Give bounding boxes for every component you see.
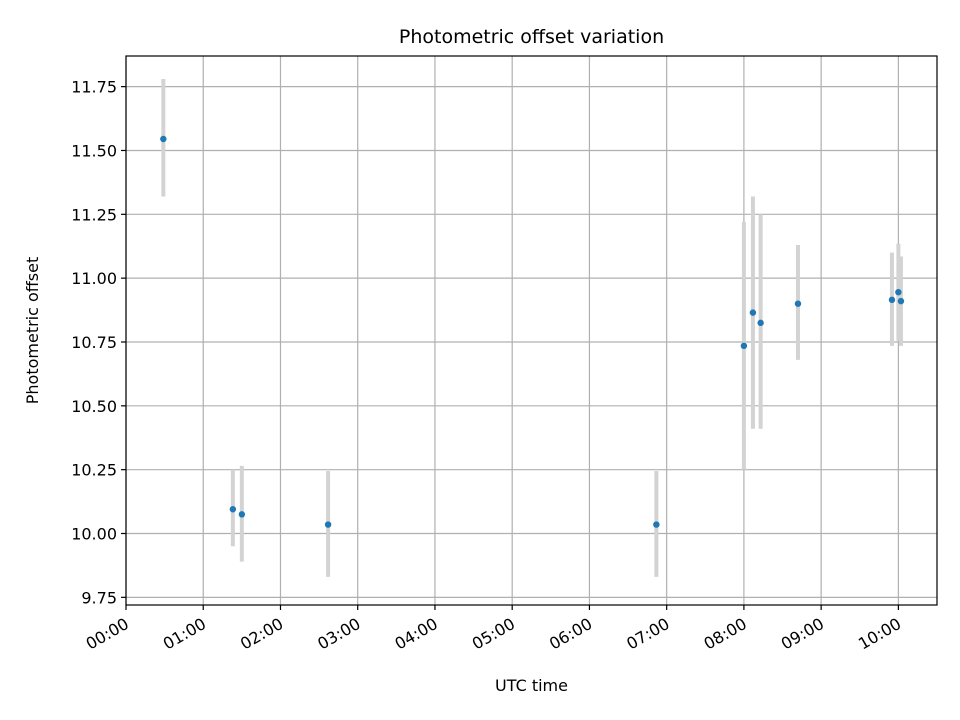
y-tick-label: 11.25 xyxy=(71,205,117,224)
y-tick-label: 10.50 xyxy=(71,397,117,416)
data-point xyxy=(757,319,764,327)
y-tick-label: 9.75 xyxy=(81,588,117,607)
y-axis-label: Photometric offset xyxy=(23,257,42,405)
chart-title: Photometric offset variation xyxy=(399,26,664,48)
data-points xyxy=(160,135,905,528)
data-point xyxy=(653,521,660,528)
data-point xyxy=(794,300,802,307)
y-tick-label: 11.50 xyxy=(71,141,117,160)
plot-frame xyxy=(125,55,938,606)
grid xyxy=(125,56,937,605)
y-tick-label: 10.25 xyxy=(71,461,117,480)
y-tick-label: 11.75 xyxy=(71,78,117,97)
data-point xyxy=(897,297,905,305)
y-tick-label: 11.00 xyxy=(71,269,117,288)
y-tick-label: 10.00 xyxy=(71,525,117,544)
data-point xyxy=(895,288,902,296)
data-point xyxy=(160,135,167,143)
data-point xyxy=(238,511,246,518)
data-point xyxy=(229,506,237,513)
x-axis-label: UTC time xyxy=(495,676,568,695)
data-point xyxy=(324,521,332,528)
y-tick-label: 10.75 xyxy=(71,333,117,352)
data-point xyxy=(740,342,748,350)
data-point xyxy=(749,309,757,316)
data-point xyxy=(888,296,896,304)
y-axis-ticks: 9.75 10.00 10.25 10.50 10.75 11.00 11.25 11.50 1… xyxy=(71,78,126,607)
